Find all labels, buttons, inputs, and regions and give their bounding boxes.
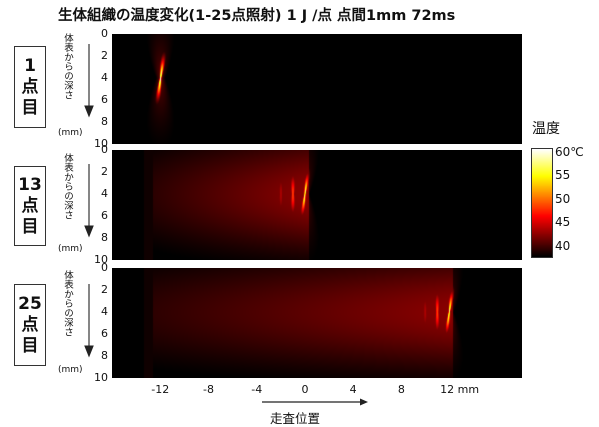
panel-label-2-line-2: 点: [21, 195, 39, 216]
panel-label-1-line-2: 点: [21, 76, 39, 97]
colorbar-tick-label: 60℃: [555, 144, 584, 159]
depth-label-2: 体表からの深さ: [62, 153, 73, 220]
y-tick-label: 4: [101, 71, 108, 84]
y-tick-label: 8: [101, 231, 108, 244]
y-tick-label: 0: [101, 143, 108, 156]
panel-label-1: 1 点 目: [14, 46, 46, 128]
depth-unit-1: (mm): [58, 128, 83, 138]
y-tick-label: 10: [94, 137, 108, 150]
panel-label-2: 13 点 目: [14, 166, 46, 246]
depth-label-3: 体表からの深さ: [62, 270, 73, 337]
y-tick-label: 2: [101, 165, 108, 178]
y-tick-label: 6: [101, 93, 108, 106]
x-tick-label: 4: [349, 383, 357, 396]
y-tick-label: 8: [101, 349, 108, 362]
heatmap-panel-2: [112, 150, 522, 260]
x-tick-label: 8: [397, 383, 405, 396]
colorbar-tick-label: 55: [555, 168, 571, 183]
y-tick-label: 8: [101, 115, 108, 128]
y-tick-label: 6: [101, 327, 108, 340]
panel-label-3-line-2: 点: [21, 314, 39, 335]
heatmap-panel-1: [112, 34, 522, 144]
x-axis-label: 走査位置: [270, 411, 321, 426]
depth-arrow-2-head: [84, 225, 94, 238]
colorbar-tick-label: 40: [555, 238, 571, 253]
y-tick-label: 4: [101, 305, 108, 318]
depth-unit-2: (mm): [58, 244, 83, 254]
depth-unit-3: (mm): [58, 365, 83, 375]
panel-label-3-line-3: 目: [21, 335, 39, 356]
depth-label-1: 体表からの深さ: [62, 33, 73, 100]
y-tick-label: 6: [101, 209, 108, 222]
y-tick-label: 0: [101, 27, 108, 40]
x-tick-label: 0: [301, 383, 309, 396]
x-axis-arrow: [262, 398, 368, 406]
y-tick-label: 4: [101, 187, 108, 200]
depth-arrows: [84, 44, 94, 358]
depth-arrow-3-head: [84, 345, 94, 358]
x-tick-label: -8: [202, 383, 214, 396]
colorbar-title: 温度: [532, 121, 560, 137]
y-tick-label: 10: [94, 371, 108, 384]
x-tick-label: 12 mm: [440, 383, 480, 396]
panel-label-3: 25 点 目: [14, 284, 46, 366]
panel-label-1-line-3: 目: [21, 97, 39, 118]
y-tick-label: 2: [101, 49, 108, 62]
y-tick-label: 0: [101, 261, 108, 274]
x-tick-label: -12: [151, 383, 170, 396]
heatmap-panel-3: [112, 268, 522, 378]
y-tick-label: 10: [94, 253, 108, 266]
panel-label-3-line-1: 25: [18, 293, 42, 314]
panel-label-2-line-3: 目: [21, 216, 39, 237]
panel-label-2-line-1: 13: [18, 174, 42, 195]
x-tick-label: -4: [251, 383, 263, 396]
colorbar-tick-label: 50: [555, 191, 571, 206]
colorbar-tick-label: 45: [555, 215, 571, 230]
panel-label-1-line-1: 1: [24, 55, 36, 76]
colorbar: [531, 148, 553, 258]
y-tick-label: 2: [101, 283, 108, 296]
depth-arrow-1-head: [84, 105, 94, 118]
chart-title: 生体組織の温度変化(1-25点照射) 1 J /点 点間1mm 72ms: [58, 8, 456, 24]
